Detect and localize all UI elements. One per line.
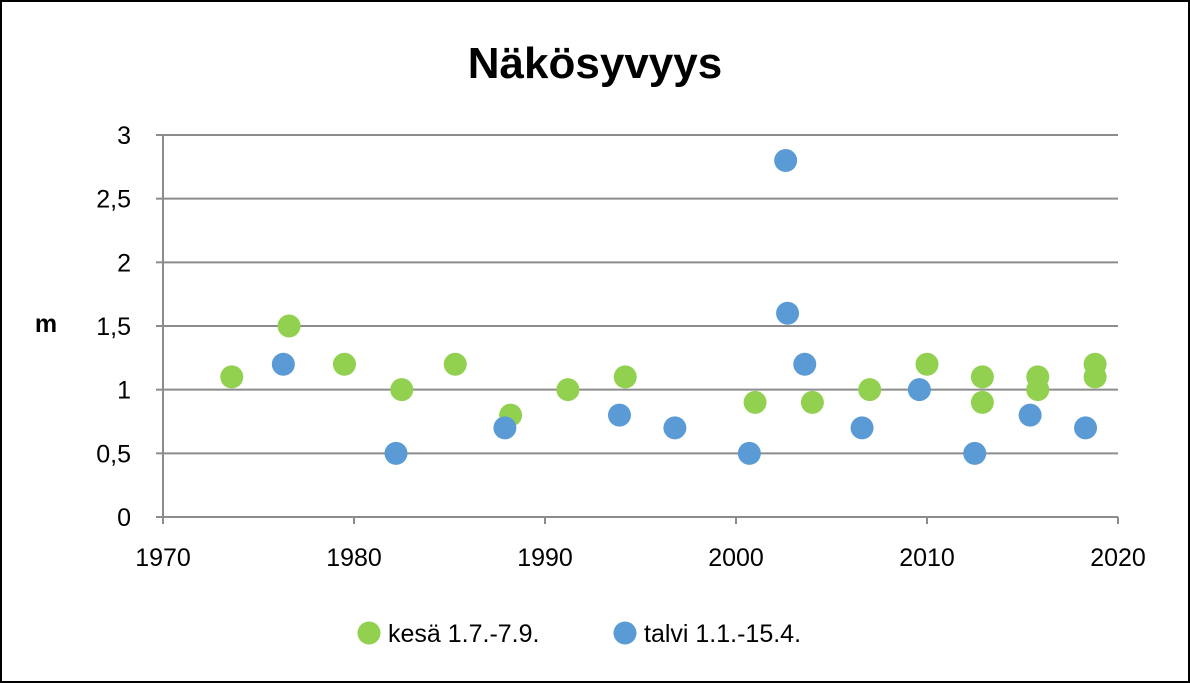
y-tick-label: 2,5 (96, 186, 131, 214)
kesa-point (613, 365, 637, 389)
y-axis-label: m (35, 310, 57, 338)
legend-marker (357, 621, 381, 645)
kesa-point (220, 365, 244, 389)
x-tick-label: 1970 (135, 544, 191, 572)
kesa-point (277, 314, 301, 338)
talvi-point (493, 416, 517, 440)
kesa-point (915, 352, 939, 376)
talvi-point (793, 352, 817, 376)
talvi-point (737, 441, 761, 465)
y-tick-label: 2 (117, 249, 131, 277)
kesa-point (970, 365, 994, 389)
legend: kesä 1.7.-7.9. talvi 1.1.-15.4. (357, 620, 801, 648)
chart-title: Näkösyvyys (468, 39, 722, 88)
data-points (220, 148, 1107, 465)
talvi-point (963, 441, 987, 465)
kesa-point (970, 390, 994, 414)
talvi-point (774, 148, 798, 172)
kesa-point (332, 352, 356, 376)
kesa-point (800, 390, 824, 414)
legend-marker (613, 621, 637, 645)
axes (156, 134, 1119, 524)
talvi-point (850, 416, 874, 440)
kesa-point (1026, 378, 1050, 402)
tick-labels: 0 0,5 1 1,5 2 2,5 3 1970 1980 1990 2000 2010 2020 (96, 122, 1146, 572)
y-tick-label: 3 (117, 122, 131, 150)
talvi-point (1074, 416, 1098, 440)
x-tick-label: 1980 (326, 544, 382, 572)
y-tick-label: 0,5 (96, 440, 131, 468)
talvi-point (1018, 403, 1042, 427)
kesa-point (858, 378, 882, 402)
talvi-point (607, 403, 631, 427)
x-tick-label: 1990 (517, 544, 573, 572)
y-tick-label: 1 (117, 377, 131, 405)
talvi-point (776, 301, 800, 325)
kesa-point (1083, 365, 1107, 389)
legend-label: talvi 1.1.-15.4. (644, 620, 801, 648)
legend-label: kesä 1.7.-7.9. (388, 620, 539, 648)
x-tick-label: 2020 (1090, 544, 1146, 572)
x-tick-label: 2010 (899, 544, 955, 572)
y-tick-label: 1,5 (96, 313, 131, 341)
kesa-point (390, 378, 414, 402)
kesa-point (443, 352, 467, 376)
y-tick-label: 0 (117, 504, 131, 532)
talvi-point (907, 378, 931, 402)
kesa-point (743, 390, 767, 414)
kesa-point (556, 378, 580, 402)
gridlines (163, 134, 1118, 455)
talvi-point (384, 441, 408, 465)
talvi-point (663, 416, 687, 440)
talvi-point (271, 352, 295, 376)
x-tick-label: 2000 (708, 544, 764, 572)
